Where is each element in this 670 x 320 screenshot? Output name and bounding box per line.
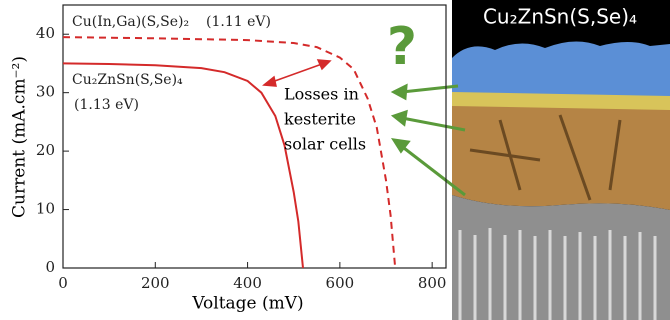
annotation: solar cells [284, 135, 366, 154]
question-mark: ? [387, 17, 417, 77]
y-tick-label: 0 [45, 258, 55, 276]
micrograph: Cu₂ZnSn(S,Se)₄ [452, 0, 670, 320]
y-tick-label: 20 [36, 141, 55, 159]
y-tick-label: 40 [36, 24, 55, 42]
image-title: Cu₂ZnSn(S,Se)₄ [483, 5, 637, 29]
y-tick-label: 30 [36, 83, 55, 101]
series-line [62, 36, 397, 269]
y-axis-label: Current (mA.cm⁻²) [10, 56, 30, 218]
annotation: (1.11 eV) [206, 14, 271, 30]
annotation: kesterite [284, 110, 356, 129]
plot: 0 200 400 600 800 0 10 20 30 40 [36, 4, 447, 292]
legend-label: Cu₂ZnSn(S,Se)₄ [72, 72, 183, 88]
y-tick-label: 10 [36, 200, 55, 218]
arrows [390, 83, 466, 197]
legend-label: Cu(In,Ga)(S,Se)₂ [72, 14, 189, 30]
x-tick-label: 200 [141, 274, 170, 292]
loss-arrow [262, 59, 332, 87]
x-tick-label: 800 [418, 274, 447, 292]
annotation: Losses in [284, 85, 359, 104]
x-tick-label: 600 [326, 274, 355, 292]
series-line [62, 62, 304, 269]
x-axis-label: Voltage (mV) [191, 294, 303, 314]
plot-frame [62, 4, 447, 269]
annotation: (1.13 eV) [74, 97, 139, 113]
x-tick-label: 0 [58, 274, 68, 292]
x-tick-label: 400 [233, 274, 262, 292]
